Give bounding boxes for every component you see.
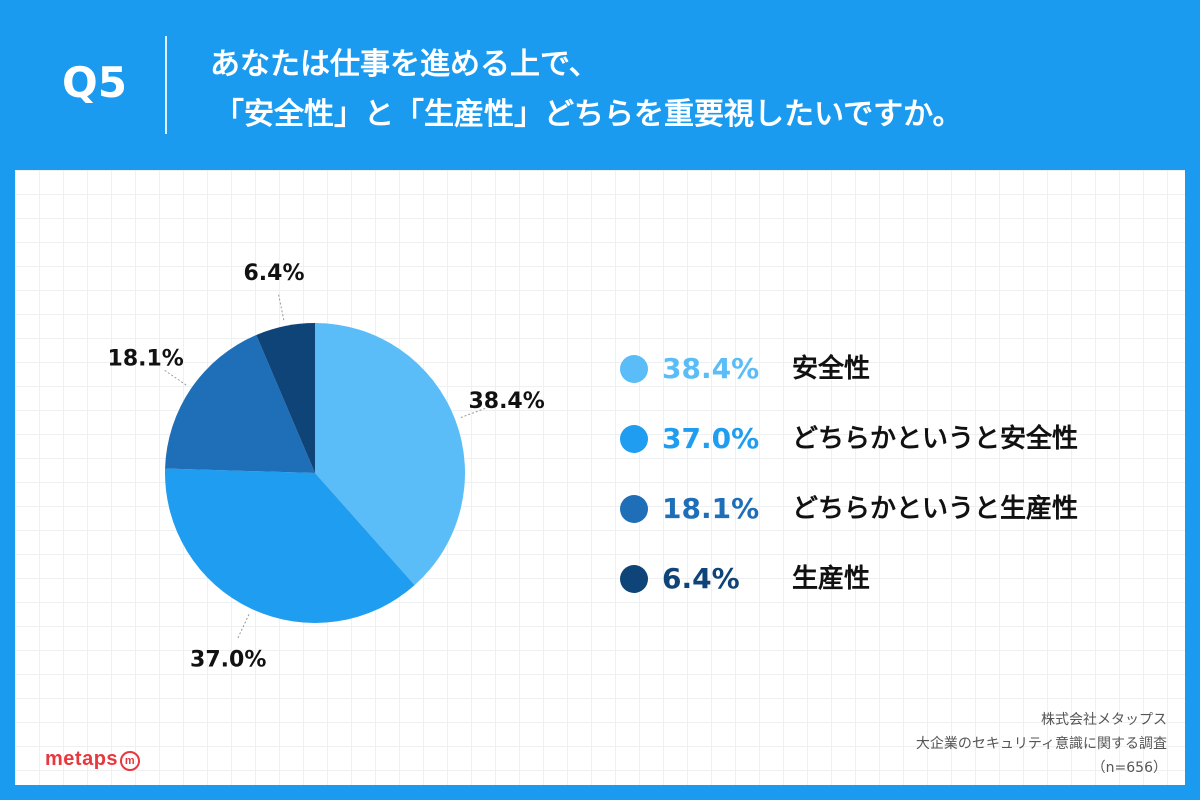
header-divider	[165, 36, 167, 134]
leader-line-dochiraka-anzensei	[237, 614, 250, 639]
legend-label: 生産性	[792, 564, 871, 594]
metaps-logo: metaps m	[45, 748, 141, 771]
pie-slice-dochiraka-anzensei	[165, 468, 415, 623]
leader-line-dochiraka-seisansei	[164, 369, 187, 386]
data-label-anzensei: 38.4%	[468, 389, 544, 414]
legend-dot	[620, 425, 648, 453]
chart-panel: 38.4% 37.0% 18.1% 6.4% 38.4% 安全性 37.0% どちらか…	[15, 170, 1185, 785]
legend-percent: 18.1%	[662, 492, 760, 525]
question-text: あなたは仕事を進める上で、 「安全性」と「生産性」どちらを重要視したいですか。	[210, 40, 963, 140]
data-label-dochiraka-anzensei: 37.0%	[190, 648, 266, 673]
leader-line-seisansei	[278, 294, 285, 321]
legend-dot	[620, 565, 648, 593]
legend-percent: 6.4%	[662, 562, 740, 595]
pie-slice-anzensei	[315, 323, 465, 586]
source-survey: 大企業のセキュリティ意識に関する調査	[915, 736, 1167, 752]
source-sample: （n=656）	[1091, 760, 1167, 776]
logo-text: metaps	[45, 748, 119, 770]
legend-label: 安全性	[792, 354, 871, 384]
pie-chart: 38.4% 37.0% 18.1% 6.4%	[108, 261, 545, 673]
source-company: 株式会社メタップス	[1041, 712, 1167, 728]
data-label-dochiraka-seisansei: 18.1%	[108, 346, 184, 371]
question-header: Q5 あなたは仕事を進める上で、 「安全性」と「生産性」どちらを重要視したいです…	[0, 0, 1200, 170]
question-line-2: 「安全性」と「生産性」どちらを重要視したいですか。	[214, 97, 963, 132]
leader-line-anzensei	[460, 407, 486, 419]
pie-slice-seisansei	[256, 323, 315, 473]
legend-label: どちらかというと安全性	[792, 424, 1079, 454]
question-number: Q5	[62, 58, 127, 107]
logo-mark-icon: m	[120, 751, 141, 771]
question-line-1: あなたは仕事を進める上で、	[210, 47, 599, 82]
legend-percent: 38.4%	[662, 352, 760, 385]
legend-dot	[620, 355, 648, 383]
legend-label: どちらかというと生産性	[792, 494, 1079, 524]
legend-percent: 37.0%	[662, 422, 760, 455]
data-label-seisansei: 6.4%	[244, 261, 305, 286]
pie-slice-dochiraka-seisansei	[165, 334, 315, 473]
legend-dot	[620, 495, 648, 523]
source-note: 株式会社メタップス 大企業のセキュリティ意識に関する調査 （n=656）	[916, 708, 1167, 780]
